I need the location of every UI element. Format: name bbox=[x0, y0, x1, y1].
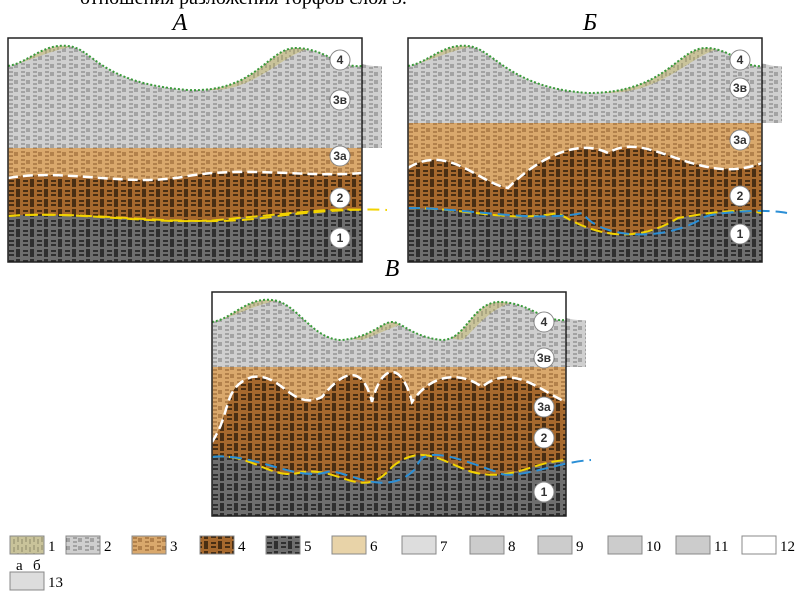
legend-swatch bbox=[742, 536, 776, 554]
layer-label: 2 bbox=[737, 189, 744, 203]
legend-swatch bbox=[66, 536, 100, 554]
legend-swatch bbox=[676, 536, 710, 554]
layer-label: 1 bbox=[541, 485, 548, 499]
layer-label: 3а bbox=[333, 149, 347, 163]
layer-label: 3а bbox=[733, 133, 747, 147]
legend-swatch bbox=[10, 536, 44, 554]
layer-label: 3в bbox=[333, 93, 347, 107]
legend-number: 6 bbox=[370, 539, 378, 555]
legend-sublabel: а bbox=[16, 558, 23, 574]
layer-label: 1 bbox=[337, 231, 344, 245]
legend-number: 9 bbox=[576, 539, 584, 555]
layer-label: 2 bbox=[337, 191, 344, 205]
panel-label: Б bbox=[582, 10, 597, 36]
legend-number: 11 bbox=[714, 539, 728, 555]
legend-swatch bbox=[402, 536, 436, 554]
legend-number: 13 bbox=[48, 575, 63, 591]
layer-label: 3а bbox=[537, 400, 551, 414]
caption: отношения разложения торфов слоя 3. bbox=[80, 0, 407, 9]
layer-label: 4 bbox=[737, 53, 744, 67]
layer-label: 1 bbox=[737, 227, 744, 241]
legend-swatch bbox=[470, 536, 504, 554]
legend-number: 12 bbox=[780, 539, 795, 555]
legend-swatch bbox=[266, 536, 300, 554]
legend-swatch bbox=[332, 536, 366, 554]
panel-label: В bbox=[385, 256, 400, 282]
legend-swatch bbox=[10, 572, 44, 590]
legend-number: 8 bbox=[508, 539, 516, 555]
layer-label: 3в bbox=[733, 81, 747, 95]
panel: 4 3в 3а 2 1 bbox=[408, 38, 787, 262]
panel: 4 3в 3а 2 1 bbox=[8, 38, 387, 262]
panel-label: А bbox=[171, 10, 188, 36]
layer-label: 2 bbox=[541, 431, 548, 445]
layer-label: 3в bbox=[537, 351, 551, 365]
legend-swatch bbox=[538, 536, 572, 554]
legend-number: 1 bbox=[48, 539, 56, 555]
figure: отношения разложения торфов слоя 3. 1234… bbox=[0, 0, 806, 597]
legend-number: 5 bbox=[304, 539, 312, 555]
legend-number: 4 bbox=[238, 539, 246, 555]
layer-label: 4 bbox=[337, 53, 344, 67]
legend-number: 10 bbox=[646, 539, 661, 555]
legend-swatch bbox=[200, 536, 234, 554]
legend-swatch bbox=[132, 536, 166, 554]
layer-label: 4 bbox=[541, 315, 548, 329]
legend-number: 7 bbox=[440, 539, 448, 555]
legend-number: 3 bbox=[170, 539, 178, 555]
legend-sublabel: б bbox=[33, 558, 41, 574]
legend-number: 2 bbox=[104, 539, 112, 555]
panel: 4 3в 3а 2 1 bbox=[212, 292, 591, 516]
legend-swatch bbox=[608, 536, 642, 554]
